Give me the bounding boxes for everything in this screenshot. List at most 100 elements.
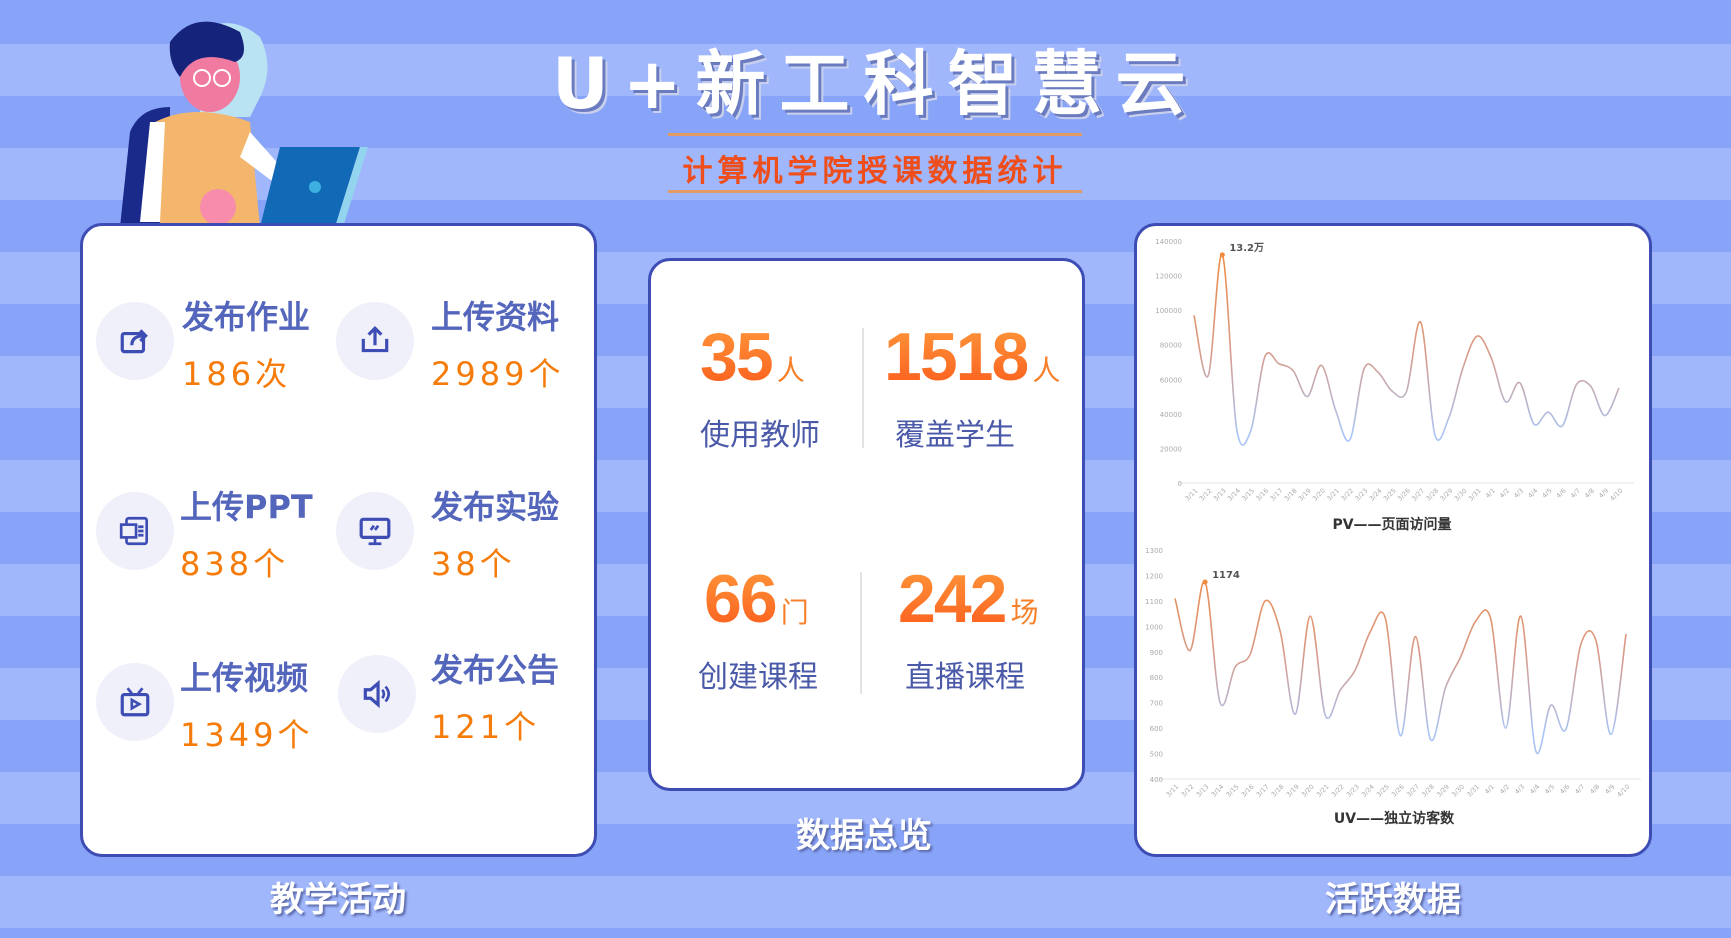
x-tick-label: 4/8 [1588,783,1601,796]
x-tick-label: 3/17 [1268,487,1284,503]
teaching-item-value: 1349个 [180,716,314,754]
x-tick-label: 3/21 [1315,783,1331,799]
teaching-item[interactable] [336,492,414,570]
y-tick-label: 100000 [1155,307,1182,315]
upload-icon [336,302,414,380]
x-tick-label: 3/23 [1345,783,1361,799]
x-tick-label: 4/10 [1608,487,1624,503]
y-tick-label: 1000 [1145,623,1163,631]
y-tick-label: 400 [1150,776,1163,784]
x-tick-label: 3/22 [1339,487,1355,503]
y-tick-label: 60000 [1160,376,1182,384]
y-tick-label: 900 [1150,649,1163,657]
x-tick-label: 3/23 [1353,487,1369,503]
x-tick-label: 3/31 [1465,783,1481,799]
x-tick-label: 3/16 [1240,783,1256,799]
x-tick-label: 4/2 [1498,783,1511,796]
data-overview-panel [648,258,1085,791]
y-tick-label: 600 [1150,725,1163,733]
x-tick-label: 4/7 [1573,783,1586,796]
stat-unit: 场 [1010,596,1039,629]
x-tick-label: 3/27 [1405,783,1421,799]
x-tick-label: 4/8 [1583,487,1596,500]
x-tick-label: 3/31 [1467,487,1483,503]
subtitle: 计算机学院授课数据统计 [682,154,1068,189]
x-tick-label: 3/11 [1183,487,1199,503]
teaching-item-value: 838个 [180,545,290,583]
peak-marker [1202,579,1208,585]
pv-chart-title: PV——页面访问量 [1332,517,1452,533]
y-tick-label: 1300 [1145,547,1163,555]
divider [862,328,864,448]
y-tick-label: 800 [1150,674,1163,682]
x-tick-label: 3/15 [1240,487,1256,503]
stat-unit: 人 [776,354,805,387]
x-tick-label: 4/3 [1513,783,1526,796]
x-tick-label: 3/14 [1226,487,1242,503]
x-tick-label: 3/21 [1325,487,1341,503]
x-tick-label: 3/19 [1297,487,1313,503]
x-tick-label: 4/2 [1498,487,1511,500]
x-tick-label: 3/20 [1300,783,1316,799]
x-tick-label: 4/1 [1484,487,1497,500]
stat-label: 使用教师 [700,418,820,453]
y-tick-label: 40000 [1160,411,1182,419]
x-tick-label: 3/28 [1424,487,1440,503]
stat-number-group: 66 门 [704,560,809,638]
teaching-item-label: 发布公告 [431,651,560,689]
x-tick-label: 3/22 [1330,783,1346,799]
x-tick-label: 4/6 [1555,487,1568,500]
x-tick-label: 4/4 [1526,487,1539,500]
stat-label: 直播课程 [905,660,1025,695]
subtitle-divider-top [668,133,1082,136]
x-tick-label: 4/10 [1615,783,1631,799]
teaching-activity-caption: 教学活动 [270,880,406,920]
person-laptop-illustration [120,21,368,227]
x-tick-label: 4/4 [1528,783,1541,796]
stat-number: 1518 [884,319,1029,395]
y-tick-label: 140000 [1155,238,1182,246]
teaching-item[interactable] [96,663,174,741]
y-tick-label: 80000 [1160,342,1182,350]
x-tick-label: 3/25 [1375,783,1391,799]
x-tick-label: 3/20 [1311,487,1327,503]
uv-chart-title: UV——独立访客数 [1333,811,1455,827]
x-tick-label: 3/30 [1453,487,1469,503]
y-tick-label: 120000 [1155,273,1182,281]
x-tick-label: 4/3 [1512,487,1525,500]
teaching-item[interactable] [96,302,174,380]
x-tick-label: 3/30 [1450,783,1466,799]
y-tick-label: 1100 [1145,598,1163,606]
x-tick-label: 3/16 [1254,487,1270,503]
teaching-item[interactable] [338,655,416,733]
divider [860,572,862,694]
x-tick-label: 3/26 [1390,783,1406,799]
subtitle-divider-bottom [668,190,1082,193]
x-tick-label: 3/28 [1420,783,1436,799]
x-tick-label: 4/1 [1483,783,1496,796]
x-tick-label: 3/15 [1225,783,1241,799]
teaching-item-value: 186次 [182,355,292,393]
x-tick-label: 3/18 [1283,487,1299,503]
y-tick-label: 700 [1150,700,1163,708]
stat-label: 覆盖学生 [895,418,1015,453]
teaching-item[interactable] [96,492,174,570]
x-tick-label: 3/24 [1360,783,1376,799]
teaching-item[interactable] [336,302,414,380]
stat-number-group: 35 人 [700,318,805,396]
teaching-item-label: 上传视频 [180,659,309,697]
teaching-item-label: 发布实验 [431,488,560,526]
stat-number: 242 [898,561,1007,637]
series-line [1174,580,1627,755]
teaching-item-label: 发布作业 [182,298,311,336]
x-tick-label: 3/29 [1435,783,1451,799]
stat-label: 创建课程 [698,660,818,695]
monitor-icon [336,492,414,570]
x-tick-label: 3/11 [1164,783,1180,799]
teaching-item-value: 2989个 [431,355,565,393]
x-tick-label: 4/6 [1558,783,1571,796]
series-line [1193,254,1620,446]
speaker-icon [338,655,416,733]
stat-unit: 门 [780,596,809,629]
